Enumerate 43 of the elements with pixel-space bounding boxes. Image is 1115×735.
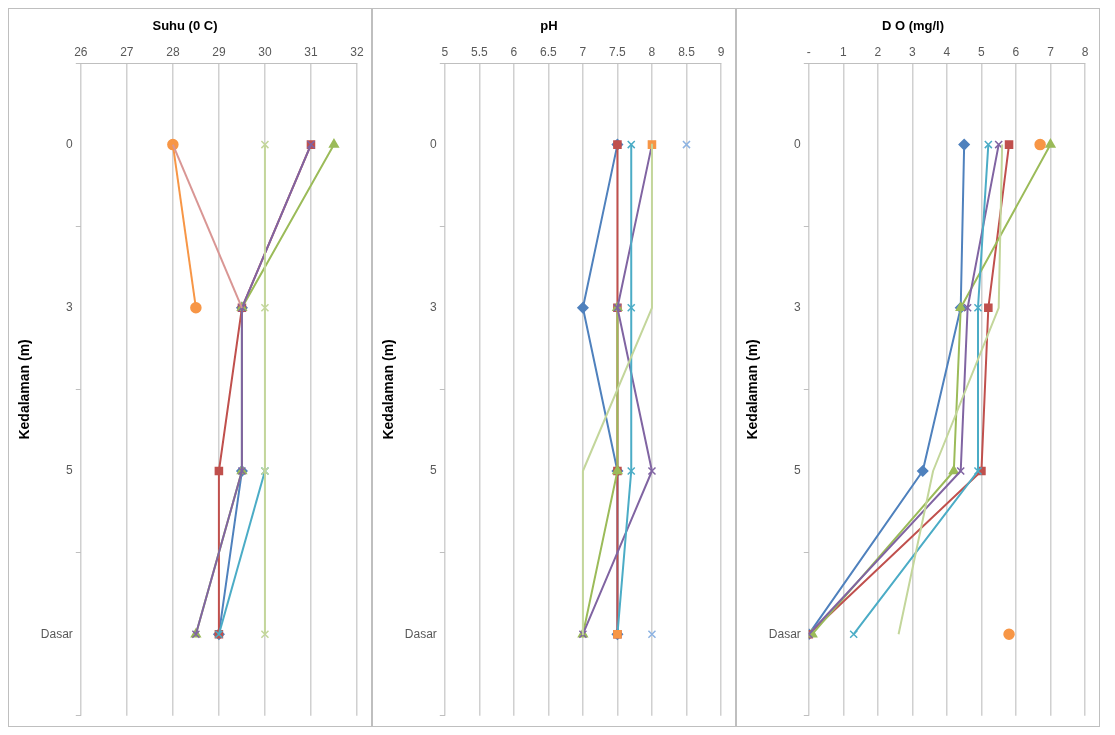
x-tick-label: 5.5 <box>470 45 488 60</box>
y-tick-label: 0 <box>430 136 438 151</box>
x-tick-label: 30 <box>258 45 272 60</box>
chart-title: Suhu (0 C) <box>152 18 218 34</box>
y-tick-label: Dasar <box>768 626 801 641</box>
x-tick-label: 26 <box>74 45 88 60</box>
x-tick-label: - <box>806 45 811 60</box>
y-tick-label: 3 <box>794 300 802 315</box>
x-tick-label: 1 <box>839 45 847 60</box>
x-tick-label: 31 <box>304 45 318 60</box>
x-tick-label: 9 <box>717 45 725 60</box>
x-tick-label: 5 <box>441 45 449 60</box>
x-tick-label: 2 <box>874 45 882 60</box>
x-tick-label: 3 <box>909 45 917 60</box>
x-tick-label: 32 <box>350 45 364 60</box>
chart-title: D O (mg/l) <box>881 18 945 34</box>
x-tick-label: 5 <box>978 45 986 60</box>
x-tick-label: 6.5 <box>540 45 558 60</box>
x-tick-label: 6 <box>510 45 518 60</box>
x-tick-label: 27 <box>120 45 134 60</box>
y-tick-label: 5 <box>430 463 438 478</box>
y-tick-label: 3 <box>430 300 438 315</box>
y-tick-label: Dasar <box>40 626 73 641</box>
y-tick-label: 5 <box>66 463 74 478</box>
x-tick-label: 7 <box>579 45 587 60</box>
y-tick-label: 0 <box>66 136 74 151</box>
x-tick-label: 8 <box>648 45 656 60</box>
x-tick-label: 7.5 <box>609 45 627 60</box>
x-tick-label: 8 <box>1081 45 1089 60</box>
x-tick-label: 29 <box>212 45 226 60</box>
y-tick-label: 3 <box>66 300 74 315</box>
y-axis-title: Kedalaman (m) <box>380 339 397 440</box>
chart-title: pH <box>540 18 558 34</box>
y-tick-label: 5 <box>794 463 802 478</box>
y-tick-label: 0 <box>794 136 802 151</box>
y-axis-title: Kedalaman (m) <box>744 339 761 440</box>
x-tick-label: 8.5 <box>678 45 696 60</box>
y-axis-title: Kedalaman (m) <box>16 339 33 440</box>
x-tick-label: 7 <box>1047 45 1055 60</box>
x-tick-label: 4 <box>943 45 951 60</box>
y-tick-label: Dasar <box>404 626 437 641</box>
x-tick-label: 6 <box>1012 45 1020 60</box>
x-tick-label: 28 <box>166 45 180 60</box>
